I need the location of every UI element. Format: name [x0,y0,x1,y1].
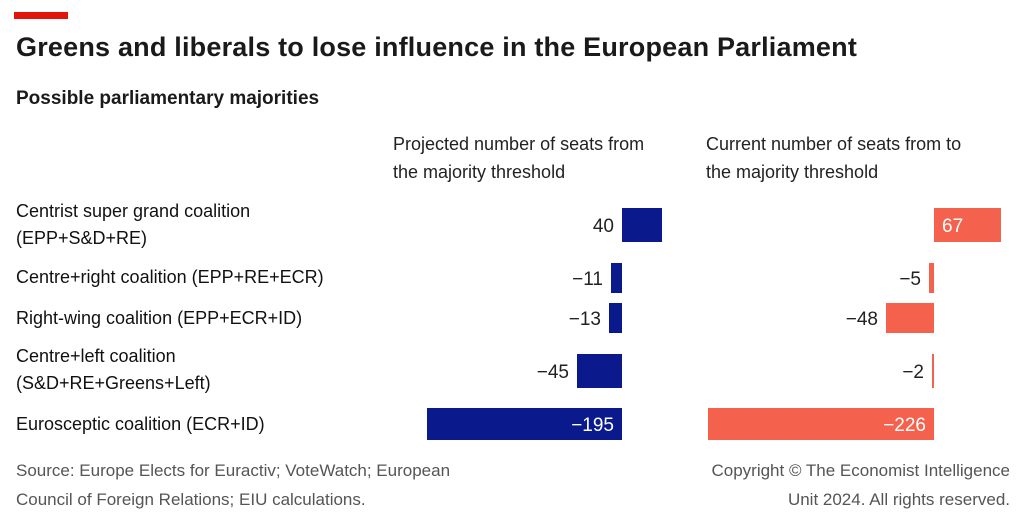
current-bar-eurosceptic [708,408,934,440]
current-value-label-centre-left: −2 [902,362,924,383]
copyright-line: Unit 2024. All rights reserved. [787,490,1010,509]
projected-value-label-right-wing: −13 [569,309,601,330]
projected-value-label-eurosceptic: −195 [571,415,614,436]
projected-bar-eurosceptic [427,408,622,440]
row-label-line: Right-wing coalition (EPP+ECR+ID) [16,308,303,328]
row-label-line: Centre+left coalition [16,346,176,366]
current-bar-centre-left [932,354,934,388]
chart-subtitle: Possible parliamentary majorities [16,88,320,109]
current-bar-centrist-super-grand [934,208,1001,242]
projected-bar-centre-left [577,354,622,388]
current-value-label-centrist-super-grand: 67 [942,216,963,237]
projected-bar-right-wing [609,303,622,333]
projected-heading-line2: the majority threshold [393,162,566,182]
copyright-note: Copyright © The Economist Intelligence U… [711,456,1010,514]
row-label-line: (S&D+RE+Greens+Left) [16,373,211,393]
projected-value-label-centre-left: −45 [537,362,569,383]
row-label-line: Eurosceptic coalition (ECR+ID) [16,414,265,434]
brand-red-bar [14,12,68,19]
row-label-centre-left: Centre+left coalition (S&D+RE+Greens+Lef… [16,343,211,397]
projected-value-label-centre-right: −11 [572,269,603,290]
current-heading-line2: the majority threshold [706,162,879,182]
source-line: Source: Europe Elects for Euractiv; Vote… [16,461,451,480]
row-label-right-wing: Right-wing coalition (EPP+ECR+ID) [16,305,302,332]
projected-heading-line1: Projected number of seats from [393,134,645,154]
current-value-label-eurosceptic: −226 [883,415,926,436]
source-note: Source: Europe Elects for Euractiv; Vote… [16,456,450,514]
projected-bar-centre-right [611,263,622,293]
chart-title: Greens and liberals to lose influence in… [16,32,858,62]
row-label-centrist-super-grand: Centrist super grand coalition (EPP+S&D+… [16,198,250,252]
row-label-line: Centre+right coalition (EPP+RE+ECR) [16,267,324,287]
current-bar-centre-right [929,263,934,293]
current-value-label-right-wing: −48 [846,309,878,330]
row-label-centre-right: Centre+right coalition (EPP+RE+ECR) [16,264,324,291]
projected-value-label-centrist-super-grand: 40 [593,216,614,237]
projected-panel-heading: Projected number of seats from the major… [393,130,644,186]
row-label-line: (EPP+S&D+RE) [16,228,148,248]
current-bar-right-wing [886,303,934,333]
current-value-label-centre-right: −5 [899,269,921,290]
row-label-line: Centrist super grand coalition [16,201,251,221]
copyright-line: Copyright © The Economist Intelligence [711,461,1010,480]
current-panel-heading: Current number of seats from to the majo… [706,130,961,186]
row-label-eurosceptic: Eurosceptic coalition (ECR+ID) [16,411,265,438]
current-heading-line1: Current number of seats from to [706,134,962,154]
source-line: Council of Foreign Relations; EIU calcul… [16,490,366,509]
projected-bar-centrist-super-grand [622,208,662,242]
